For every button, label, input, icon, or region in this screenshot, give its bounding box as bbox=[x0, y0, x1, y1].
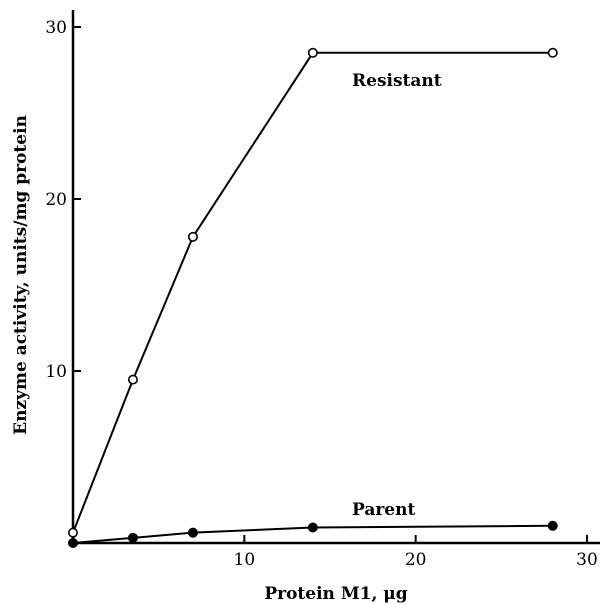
point-resistant-1 bbox=[127, 374, 138, 385]
point-parent-1 bbox=[127, 532, 138, 543]
series-label-parent: Parent bbox=[352, 500, 415, 520]
point-parent-2 bbox=[187, 527, 198, 538]
labels: Resistant Parent bbox=[352, 71, 442, 520]
point-resistant-4 bbox=[547, 47, 558, 58]
point-resistant-0 bbox=[68, 527, 79, 538]
series bbox=[68, 47, 558, 548]
axes bbox=[71, 10, 600, 545]
y-tick-label-30: 30 bbox=[45, 18, 67, 38]
x-tick-label-20: 20 bbox=[405, 550, 427, 570]
point-parent-4 bbox=[547, 520, 558, 531]
series-line-resistant bbox=[72, 51, 553, 534]
ticks: 10 20 30 10 20 30 bbox=[45, 18, 597, 570]
point-resistant-2 bbox=[187, 231, 198, 242]
y-axis-label: Enzyme activity, units/mg protein bbox=[11, 115, 31, 435]
x-axis-label: Protein M1, μg bbox=[264, 584, 407, 604]
point-parent-3 bbox=[307, 522, 318, 533]
x-tick-label-30: 30 bbox=[576, 550, 598, 570]
y-tick-label-20: 20 bbox=[45, 190, 67, 210]
point-parent-0 bbox=[68, 537, 79, 548]
x-tick-label-10: 10 bbox=[234, 550, 256, 570]
y-tick-label-10: 10 bbox=[45, 362, 67, 382]
series-label-resistant: Resistant bbox=[352, 71, 442, 91]
point-resistant-3 bbox=[307, 47, 318, 58]
